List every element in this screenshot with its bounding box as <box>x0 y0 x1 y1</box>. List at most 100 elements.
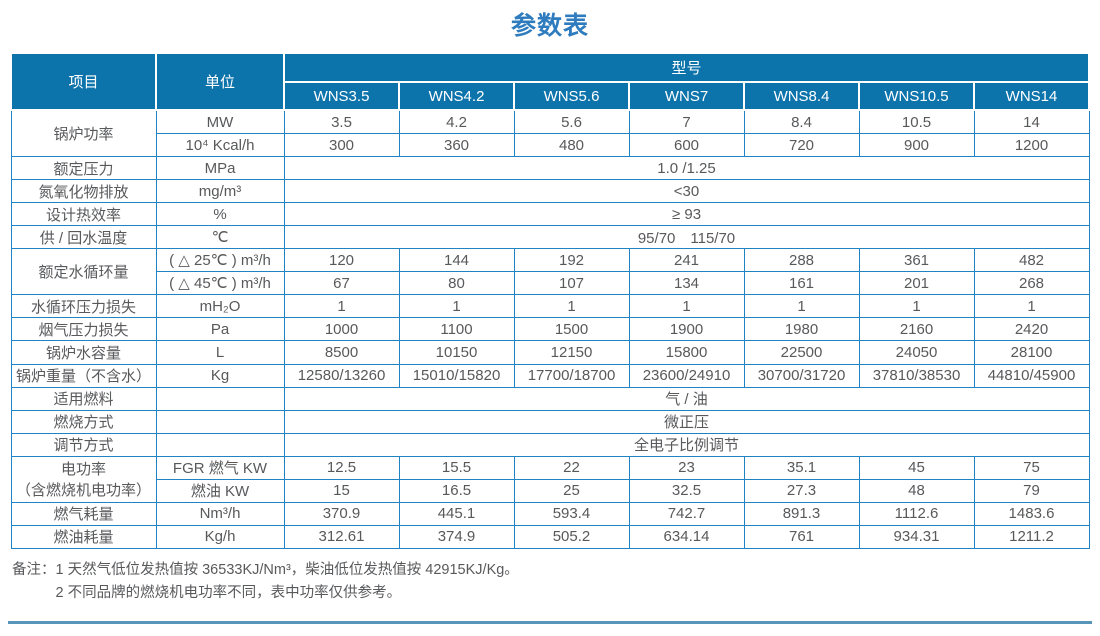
item-cell: 燃烧方式 <box>11 410 156 433</box>
item-cell: 电功率 （含燃烧机电功率） <box>11 456 156 502</box>
value-cell: 1980 <box>744 318 859 341</box>
value-cell: 80 <box>399 272 514 295</box>
unit-cell: mg/m³ <box>156 180 284 203</box>
value-cell: 75 <box>974 456 1089 479</box>
bottom-divider <box>8 621 1092 624</box>
unit-cell: ( △ 45℃ ) m³/h <box>156 272 284 295</box>
unit-cell: ℃ <box>156 226 284 249</box>
value-cell: 1200 <box>974 134 1089 157</box>
value-cell: 1 <box>284 295 399 318</box>
unit-cell: 10⁴ Kcal/h <box>156 134 284 157</box>
value-cell: 44810/45900 <box>974 364 1089 387</box>
value-cell: 761 <box>744 525 859 548</box>
unit-cell: FGR 燃气 KW <box>156 456 284 479</box>
value-cell: 1 <box>399 295 514 318</box>
value-cell: 120 <box>284 249 399 272</box>
value-cell: 45 <box>859 456 974 479</box>
value-cell: 1 <box>859 295 974 318</box>
table-row: 设计热效率%≥ 93 <box>11 203 1089 226</box>
item-cell: 额定水循环量 <box>11 249 156 295</box>
item-cell: 锅炉重量（不含水） <box>11 364 156 387</box>
value-cell: 1483.6 <box>974 502 1089 525</box>
unit-cell: Pa <box>156 318 284 341</box>
header-model: WNS7 <box>629 82 744 110</box>
header-model: WNS8.4 <box>744 82 859 110</box>
unit-cell: mH₂O <box>156 295 284 318</box>
value-cell: 15010/15820 <box>399 364 514 387</box>
value-cell: 268 <box>974 272 1089 295</box>
value-cell: 15.5 <box>399 456 514 479</box>
value-cell: 1100 <box>399 318 514 341</box>
value-cell-span: ≥ 93 <box>284 203 1089 226</box>
value-cell: 374.9 <box>399 525 514 548</box>
header-model: WNS3.5 <box>284 82 399 110</box>
value-cell: 22 <box>514 456 629 479</box>
value-cell: 67 <box>284 272 399 295</box>
parameters-table: 项目 单位 型号 WNS3.5 WNS4.2 WNS5.6 WNS7 WNS8.… <box>10 52 1090 549</box>
unit-cell <box>156 433 284 456</box>
value-cell: 1211.2 <box>974 525 1089 548</box>
value-cell: 360 <box>399 134 514 157</box>
value-cell: 445.1 <box>399 502 514 525</box>
item-cell: 水循环压力损失 <box>11 295 156 318</box>
value-cell: 27.3 <box>744 479 859 502</box>
header-model: WNS10.5 <box>859 82 974 110</box>
notes: 备注： 1 天然气低位发热值按 36533KJ/Nm³，柴油低位发热值按 429… <box>12 559 1100 605</box>
header-model: WNS5.6 <box>514 82 629 110</box>
value-cell: 720 <box>744 134 859 157</box>
header-model: WNS14 <box>974 82 1089 110</box>
value-cell: 17700/18700 <box>514 364 629 387</box>
value-cell: 241 <box>629 249 744 272</box>
value-cell: 1 <box>744 295 859 318</box>
value-cell: 23 <box>629 456 744 479</box>
note-line: 2 不同品牌的燃烧机电功率不同，表中功率仅供参考。 <box>56 582 1100 605</box>
item-cell: 供 / 回水温度 <box>11 226 156 249</box>
table-header: 项目 单位 型号 WNS3.5 WNS4.2 WNS5.6 WNS7 WNS8.… <box>11 53 1089 110</box>
header-model: WNS4.2 <box>399 82 514 110</box>
table-row: 燃烧方式微正压 <box>11 410 1089 433</box>
item-cell: 额定压力 <box>11 157 156 180</box>
value-cell: 37810/38530 <box>859 364 974 387</box>
item-cell: 氮氧化物排放 <box>11 180 156 203</box>
value-cell: 134 <box>629 272 744 295</box>
value-cell: 3.5 <box>284 110 399 134</box>
value-cell: 201 <box>859 272 974 295</box>
value-cell: 79 <box>974 479 1089 502</box>
header-item: 项目 <box>11 53 156 110</box>
value-cell: 312.61 <box>284 525 399 548</box>
value-cell: 24050 <box>859 341 974 364</box>
value-cell: 361 <box>859 249 974 272</box>
value-cell: 1 <box>629 295 744 318</box>
value-cell: 1 <box>514 295 629 318</box>
unit-cell <box>156 410 284 433</box>
value-cell: 15 <box>284 479 399 502</box>
item-cell: 锅炉水容量 <box>11 341 156 364</box>
unit-cell: MPa <box>156 157 284 180</box>
value-cell: 634.14 <box>629 525 744 548</box>
item-cell: 适用燃料 <box>11 387 156 410</box>
unit-cell: MW <box>156 110 284 134</box>
page-title: 参数表 <box>0 6 1100 42</box>
value-cell: 300 <box>284 134 399 157</box>
value-cell: 14 <box>974 110 1089 134</box>
value-cell: 35.1 <box>744 456 859 479</box>
item-cell: 调节方式 <box>11 433 156 456</box>
value-cell: 107 <box>514 272 629 295</box>
header-group-row: 项目 单位 型号 <box>11 53 1089 82</box>
value-cell: 742.7 <box>629 502 744 525</box>
value-cell: 5.6 <box>514 110 629 134</box>
value-cell: 8500 <box>284 341 399 364</box>
value-cell-span: 气 / 油 <box>284 387 1089 410</box>
value-cell: 891.3 <box>744 502 859 525</box>
value-cell: 600 <box>629 134 744 157</box>
value-cell: 900 <box>859 134 974 157</box>
value-cell: 16.5 <box>399 479 514 502</box>
